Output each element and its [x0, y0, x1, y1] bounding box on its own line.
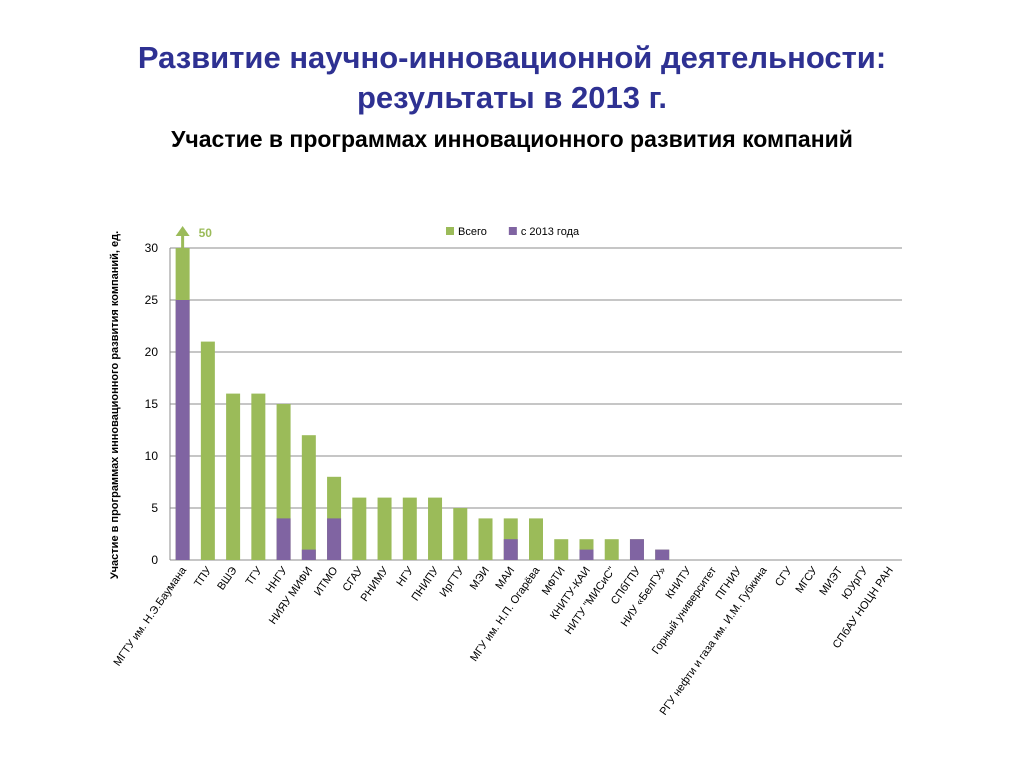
bar: [352, 497, 367, 560]
x-tick-label: ВШЭ: [215, 565, 239, 593]
x-tick-label: РНИМУ: [359, 564, 392, 604]
bar: [428, 497, 443, 560]
bar: [554, 539, 569, 560]
bar: [251, 393, 266, 560]
y-tick-label: 15: [145, 397, 159, 411]
x-tick-label: СГАУ: [340, 564, 366, 594]
value-label: 50: [199, 226, 213, 240]
bar: [478, 518, 493, 560]
legend-label: Всего: [458, 226, 487, 238]
bar: [301, 549, 316, 560]
x-tick-label: МЭИ: [468, 565, 492, 592]
bar: [579, 549, 594, 560]
bar: [276, 518, 291, 560]
legend-swatch: [446, 227, 454, 235]
y-tick-label: 0: [151, 553, 158, 567]
bar: [453, 508, 468, 560]
legend-swatch: [508, 227, 517, 235]
x-tick-label: МГТУ им. Н.Э.Баумана: [111, 564, 189, 668]
x-tick-label: ТГУ: [244, 564, 266, 588]
bar: [529, 518, 543, 560]
x-tick-label: ИТМО: [312, 564, 341, 598]
chart-subtitle: Участие в программах инновационного разв…: [171, 126, 853, 152]
bar: [175, 300, 190, 560]
chart-title: Развитие научно-инновационной деятельнос…: [138, 40, 886, 75]
bar: [604, 539, 619, 560]
x-tick-label: ИрГТУ: [438, 564, 468, 599]
bar: [629, 539, 644, 560]
y-tick-label: 5: [151, 501, 158, 515]
y-tick-label: 10: [145, 449, 159, 463]
overflow-arrowhead: [175, 226, 190, 236]
bar: [327, 518, 342, 560]
x-tick-label: МАИ: [493, 565, 517, 592]
x-tick-label: ТПУ: [192, 564, 215, 589]
bar: [377, 497, 392, 560]
x-tick-label: НГУ: [394, 564, 416, 589]
bars: [175, 248, 670, 560]
bar: [503, 539, 518, 560]
bar: [226, 393, 241, 560]
y-tick-label: 25: [145, 293, 159, 307]
bar: [402, 497, 417, 560]
y-axis-title: Участие в программах инновационного разв…: [109, 231, 121, 579]
bar: [655, 549, 670, 560]
legend-label: с 2013 года: [521, 226, 580, 238]
bar: [301, 435, 316, 560]
chart-title: результаты в 2013 г.: [357, 80, 667, 115]
y-tick-label: 30: [145, 241, 159, 255]
y-tick-label: 20: [145, 345, 159, 359]
x-tick-label: ПНИПУ: [409, 564, 442, 603]
x-tick-label: СГУ: [773, 564, 795, 589]
bar: [200, 341, 215, 560]
